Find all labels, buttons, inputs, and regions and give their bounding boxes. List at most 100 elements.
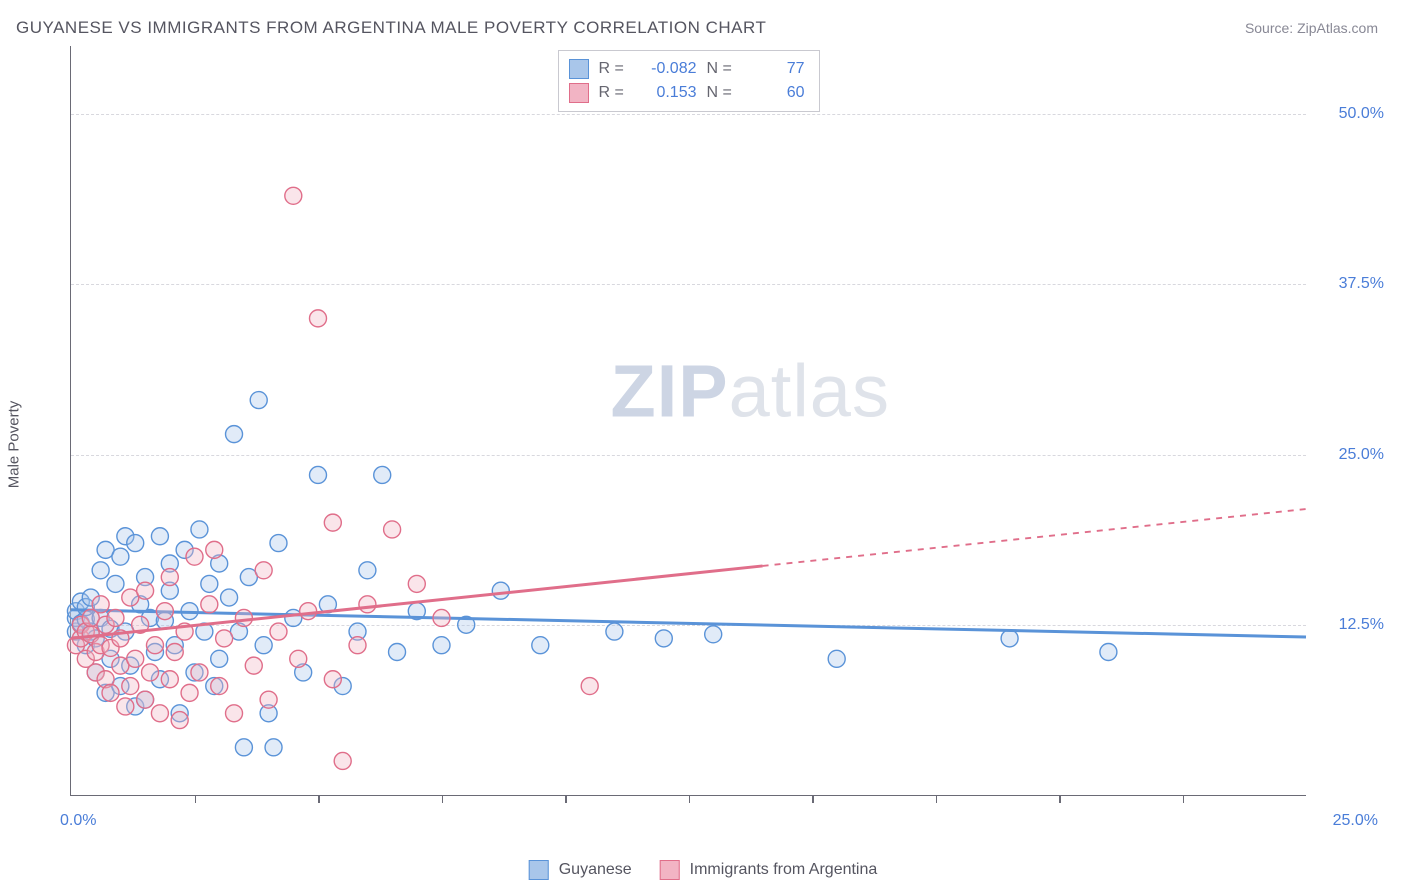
data-point	[221, 589, 238, 606]
y-tick-label: 12.5%	[1339, 616, 1384, 634]
data-point	[255, 637, 272, 654]
data-point	[290, 650, 307, 667]
y-tick-label: 50.0%	[1339, 105, 1384, 123]
data-point	[211, 650, 228, 667]
data-point	[389, 644, 406, 661]
data-point	[151, 528, 168, 545]
chart-source: Source: ZipAtlas.com	[1245, 20, 1378, 36]
swatch-guyanese	[569, 59, 589, 79]
data-point	[384, 521, 401, 538]
data-point	[137, 582, 154, 599]
data-point	[211, 678, 228, 695]
swatch-argentina-bottom	[660, 860, 680, 880]
correlation-legend: R =-0.082 N =77 R =0.153 N =60	[558, 50, 820, 112]
data-point	[171, 712, 188, 729]
data-point	[107, 575, 124, 592]
data-point	[235, 739, 252, 756]
data-point	[186, 548, 203, 565]
data-point	[191, 664, 208, 681]
data-point	[166, 644, 183, 661]
data-point	[206, 541, 223, 558]
x-axis-max-label: 25.0%	[1333, 812, 1378, 830]
data-point	[226, 705, 243, 722]
data-point	[359, 562, 376, 579]
x-tick	[195, 795, 197, 803]
data-point	[285, 187, 302, 204]
data-point	[433, 637, 450, 654]
data-point	[265, 739, 282, 756]
data-point	[142, 664, 159, 681]
legend-row-argentina: R =0.153 N =60	[569, 81, 805, 105]
data-point	[408, 575, 425, 592]
data-point	[324, 514, 341, 531]
data-point	[828, 650, 845, 667]
data-point	[191, 521, 208, 538]
data-point	[1100, 644, 1117, 661]
data-point	[492, 582, 509, 599]
data-point	[433, 609, 450, 626]
data-point	[324, 671, 341, 688]
x-tick	[1183, 795, 1185, 803]
y-axis-label: Male Poverty	[6, 401, 23, 489]
data-point	[127, 535, 144, 552]
legend-row-guyanese: R =-0.082 N =77	[569, 57, 805, 81]
chart-title: GUYANESE VS IMMIGRANTS FROM ARGENTINA MA…	[16, 18, 766, 38]
legend-label: Immigrants from Argentina	[690, 861, 878, 879]
data-point	[201, 596, 218, 613]
plot-region: ZIPatlas R =-0.082 N =77 R =0.153 N =60 …	[70, 46, 1306, 796]
data-point	[122, 678, 139, 695]
data-point	[334, 752, 351, 769]
data-point	[146, 637, 163, 654]
x-axis-min-label: 0.0%	[60, 812, 96, 830]
swatch-guyanese-bottom	[529, 860, 549, 880]
data-point	[117, 698, 134, 715]
data-point	[250, 392, 267, 409]
data-point	[161, 671, 178, 688]
swatch-argentina	[569, 83, 589, 103]
y-tick-label: 25.0%	[1339, 446, 1384, 464]
data-point	[349, 637, 366, 654]
data-point	[310, 466, 327, 483]
data-point	[92, 562, 109, 579]
data-point	[270, 623, 287, 640]
legend-label: Guyanese	[559, 861, 632, 879]
data-point	[270, 535, 287, 552]
x-tick	[1059, 795, 1061, 803]
x-tick	[442, 795, 444, 803]
data-point	[201, 575, 218, 592]
data-point	[374, 466, 391, 483]
x-tick	[812, 795, 814, 803]
x-tick	[318, 795, 320, 803]
x-tick	[565, 795, 567, 803]
y-tick-label: 37.5%	[1339, 275, 1384, 293]
data-point	[260, 691, 277, 708]
data-point	[310, 310, 327, 327]
data-point	[112, 548, 129, 565]
data-point	[107, 609, 124, 626]
plot-svg	[71, 46, 1306, 795]
data-point	[161, 569, 178, 586]
series-legend: Guyanese Immigrants from Argentina	[529, 860, 878, 880]
data-point	[137, 691, 154, 708]
data-point	[1001, 630, 1018, 647]
data-point	[705, 626, 722, 643]
x-tick	[936, 795, 938, 803]
data-point	[151, 705, 168, 722]
data-point	[359, 596, 376, 613]
data-point	[606, 623, 623, 640]
data-point	[226, 426, 243, 443]
legend-item-argentina: Immigrants from Argentina	[660, 860, 878, 880]
data-point	[245, 657, 262, 674]
trend-line-extrapolated	[763, 509, 1306, 566]
legend-item-guyanese: Guyanese	[529, 860, 632, 880]
data-point	[156, 603, 173, 620]
data-point	[235, 609, 252, 626]
x-tick	[689, 795, 691, 803]
data-point	[300, 603, 317, 620]
data-point	[255, 562, 272, 579]
data-point	[102, 684, 119, 701]
data-point	[92, 596, 109, 613]
chart-area: Male Poverty ZIPatlas R =-0.082 N =77 R …	[40, 46, 1396, 826]
data-point	[655, 630, 672, 647]
data-point	[216, 630, 233, 647]
